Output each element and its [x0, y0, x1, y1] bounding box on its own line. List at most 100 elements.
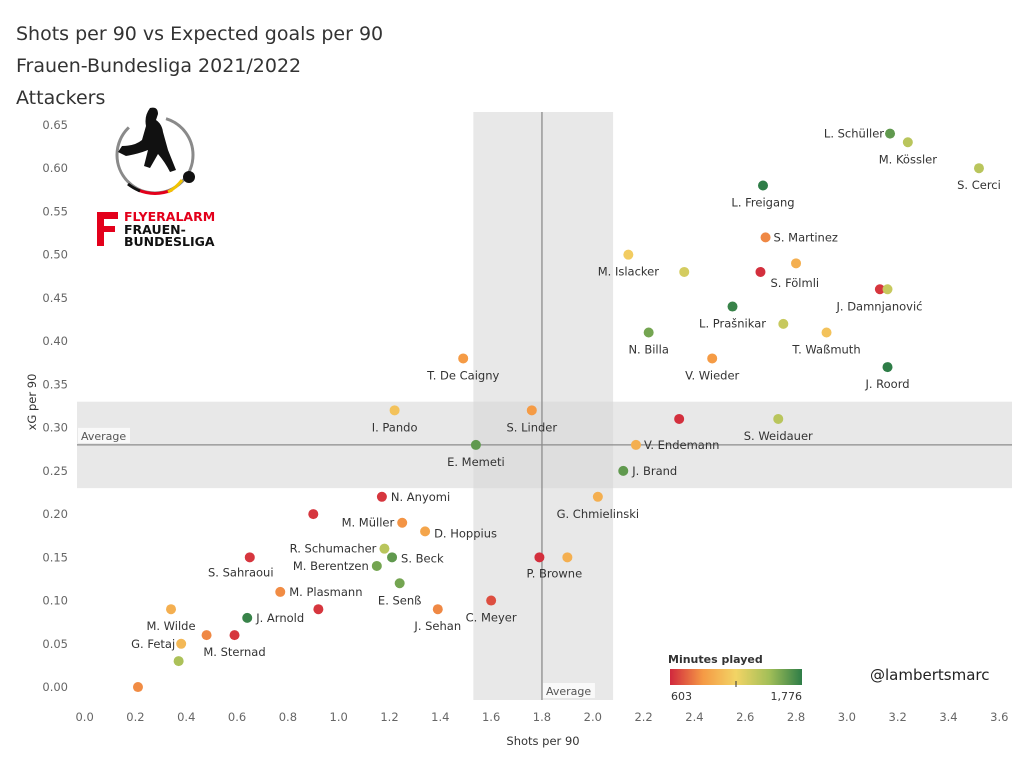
- point-label: G. Chmielinski: [557, 507, 640, 521]
- y-tick-label: 0.65: [42, 118, 68, 132]
- y-average-label: Average: [81, 430, 126, 443]
- x-tick-label: 1.6: [482, 710, 500, 724]
- x-tick-label: 1.4: [431, 710, 449, 724]
- data-point: [526, 405, 537, 416]
- point-label: M. Kössler: [879, 152, 937, 166]
- data-point: [420, 526, 431, 537]
- logo-f-mark: [97, 212, 118, 246]
- point-label: C. Meyer: [466, 611, 517, 625]
- y-average-label-bg: [78, 427, 130, 443]
- legend-min-label: 603: [671, 690, 692, 703]
- color-legend: Minutes played 603 1,776: [668, 653, 802, 703]
- data-point: [592, 491, 603, 502]
- chart-subtitle-position: Attackers: [16, 87, 106, 109]
- point-label: M. Islacker: [598, 265, 660, 279]
- point-label: G. Fetaj: [131, 637, 175, 651]
- x-tick-label: 3.2: [889, 710, 907, 724]
- point-label: J. Arnold: [255, 611, 304, 625]
- data-point: [791, 258, 802, 269]
- point-label: S. Fölmli: [770, 276, 819, 290]
- x-tick-label: 1.8: [533, 710, 551, 724]
- point-label: N. Billa: [628, 343, 668, 357]
- data-point: [727, 301, 738, 312]
- chart-title: Shots per 90 vs Expected goals per 90: [16, 23, 384, 45]
- data-point: [562, 552, 573, 563]
- point-label: M. Plasmann: [289, 585, 362, 599]
- y-tick-label: 0.20: [42, 507, 68, 521]
- x-tick-label: 3.0: [838, 710, 856, 724]
- x-tick-label: 3.4: [939, 710, 957, 724]
- x-tick-label: 2.6: [736, 710, 754, 724]
- average-bands: [77, 112, 1012, 700]
- x-tick-label: 0.6: [228, 710, 246, 724]
- point-labels: L. Schüller M. Kössler S. Cerci L. Freigang…: [131, 127, 1001, 660]
- data-point: [397, 517, 408, 528]
- x-average-label-bg: [542, 683, 595, 698]
- point-label: E. Memeti: [447, 455, 505, 469]
- data-point: [379, 543, 390, 554]
- y-tick-label: 0.30: [42, 421, 68, 435]
- point-label: J. Roord: [864, 377, 909, 391]
- point-label: R. Schumacher: [290, 542, 377, 556]
- point-label: I. Pando: [372, 420, 418, 434]
- logo-text-bundesliga: BUNDESLIGA: [124, 234, 215, 249]
- data-point: [432, 604, 443, 615]
- data-point: [623, 249, 634, 260]
- data-point: [166, 604, 177, 615]
- data-point: [275, 586, 286, 597]
- x-tick-label: 2.4: [685, 710, 703, 724]
- data-point: [534, 552, 545, 563]
- data-point: [242, 612, 253, 623]
- point-label: T. De Caigny: [426, 368, 499, 382]
- data-point: [885, 128, 896, 139]
- point-label: S. Beck: [401, 551, 444, 565]
- point-label: L. Freigang: [731, 196, 794, 210]
- chart-subtitle: Frauen-Bundesliga 2021/2022: [16, 55, 302, 77]
- x-tick-label: 3.6: [990, 710, 1008, 724]
- data-point: [173, 656, 184, 667]
- data-point: [376, 491, 387, 502]
- point-label: S. Sahraoui: [208, 565, 274, 579]
- data-point: [244, 552, 255, 563]
- legend-title: Minutes played: [668, 653, 763, 666]
- point-label: M. Sternad: [203, 645, 265, 659]
- x-tick-label: 2.2: [634, 710, 652, 724]
- data-point: [707, 353, 718, 364]
- y-tick-label: 0.35: [42, 377, 68, 391]
- league-logo: FLYERALARM FRAUEN- BUNDESLIGA: [97, 107, 215, 249]
- point-label: L. Prašnikar: [699, 317, 766, 331]
- data-point: [821, 327, 832, 338]
- y-axis-ticks: 0.00 0.05 0.10 0.15 0.20 0.25 0.30 0.35 0.40 0.45…: [42, 118, 68, 694]
- point-label: L. Schüller: [824, 127, 884, 141]
- x-tick-label: 2.8: [787, 710, 805, 724]
- data-point: [132, 682, 143, 693]
- x-tick-label: 2.0: [584, 710, 602, 724]
- title-block: Shots per 90 vs Expected goals per 90 Fr…: [16, 18, 383, 114]
- data-point: [882, 362, 893, 373]
- data-point: [486, 595, 497, 606]
- data-point: [308, 509, 319, 520]
- data-point: [874, 284, 885, 295]
- point-label: M. Wilde: [146, 619, 195, 633]
- data-point: [371, 560, 382, 571]
- data-point: [630, 439, 641, 450]
- logo-player-figure: [118, 107, 176, 172]
- point-label: V. Endemann: [644, 438, 719, 452]
- y-tick-label: 0.00: [42, 680, 68, 694]
- point-label: M. Müller: [342, 516, 395, 530]
- data-point: [394, 578, 405, 589]
- logo-ball: [183, 171, 195, 183]
- data-point: [389, 405, 400, 416]
- data-point: [674, 413, 685, 424]
- author-handle: @lambertsmarc: [870, 666, 990, 684]
- data-point: [387, 552, 398, 563]
- y-tick-label: 0.60: [42, 161, 68, 175]
- point-label: N. Anyomi: [391, 490, 450, 504]
- point-label: M. Berentzen: [293, 559, 369, 573]
- x-tick-label: 0.4: [177, 710, 195, 724]
- point-label: S. Weidauer: [744, 429, 813, 443]
- x-tick-label: 0.0: [75, 710, 93, 724]
- point-label: E. Senß: [378, 593, 421, 607]
- data-point: [618, 465, 629, 476]
- y-tick-label: 0.55: [42, 204, 68, 218]
